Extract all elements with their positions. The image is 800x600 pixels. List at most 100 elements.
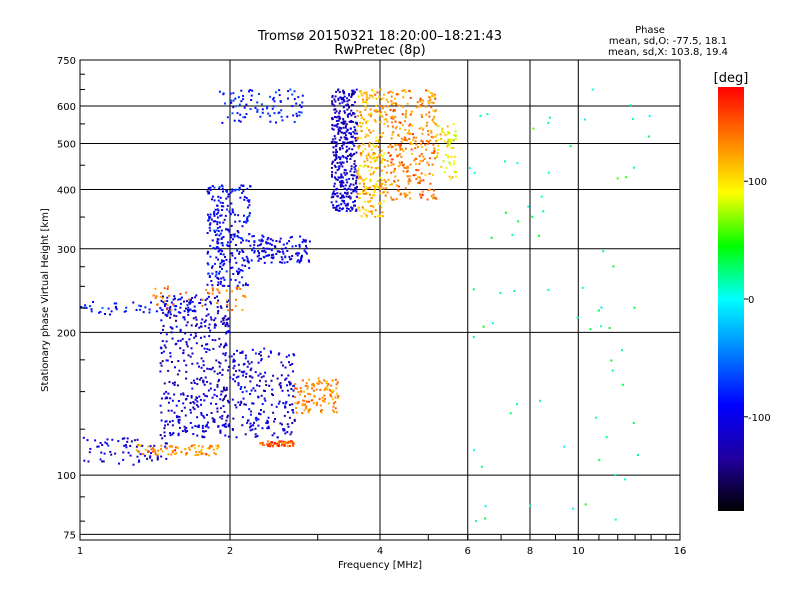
data-point [160,419,163,422]
data-point [295,411,298,414]
data-point [101,444,104,446]
data-point [176,373,179,376]
data-point [273,245,276,248]
data-point [375,183,378,186]
data-point [257,259,260,262]
data-point [267,416,270,419]
data-point [427,90,429,93]
data-point [211,417,214,420]
data-point [123,437,126,440]
data-point [372,129,375,132]
data-point [238,186,241,189]
data-point [447,138,450,141]
data-point [342,120,345,123]
data-point [224,342,227,345]
data-point [211,185,214,188]
data-point [271,107,274,110]
data-point [86,439,89,442]
data-point [189,333,192,336]
data-point [265,254,268,257]
data-point [293,121,296,123]
data-point [380,206,383,209]
data-point [201,318,204,321]
data-point [142,311,145,314]
data-point [236,284,239,287]
data-point [420,142,422,145]
data-point [259,379,261,382]
data-point [349,197,352,200]
data-point [381,107,384,110]
data-point [433,147,436,150]
data-point [331,138,334,141]
data-point [164,303,167,305]
data-point [262,410,265,413]
data-point [336,392,338,395]
data-point [342,121,345,124]
data-point [238,281,241,284]
data-point [246,365,249,368]
data-point [210,280,213,282]
data-point [323,397,326,400]
data-point [387,125,389,128]
data-point [356,192,359,195]
data-point [385,171,388,174]
data-point [137,451,140,453]
data-point [404,128,407,131]
data-point [333,98,336,101]
data-point [263,347,266,350]
data-point [213,452,216,455]
data-point [243,106,246,109]
data-point [304,384,307,387]
data-point [214,275,217,278]
data-point [379,201,382,204]
data-point [335,157,338,160]
data-point [179,292,182,295]
data-point [344,125,347,128]
data-point [228,331,231,334]
data-point [429,188,432,191]
data-point [241,257,244,260]
data-point [427,140,430,143]
data-point [381,115,384,118]
data-point [254,371,257,374]
data-point [185,300,188,303]
data-point [103,452,106,455]
data-point [279,384,282,387]
data-point [367,210,370,213]
data-point [336,195,339,198]
data-point [393,180,396,183]
data-point [405,112,407,115]
data-point [360,125,363,128]
data-point [305,405,308,408]
data-point [355,176,358,179]
data-point [226,305,228,308]
data-point [225,394,227,397]
data-point [207,272,210,275]
data-point [286,261,289,264]
data-point [167,401,170,404]
data-point [433,189,435,192]
data-point [248,375,251,378]
data-point [595,416,598,419]
data-point [336,125,339,128]
data-point [331,171,334,174]
data-point [246,284,249,287]
data-point [265,247,268,250]
data-point [348,154,351,157]
data-point [231,398,234,401]
data-point [249,393,252,395]
data-point [208,348,211,351]
data-point [258,254,261,257]
data-point [424,143,427,146]
data-point [277,250,280,253]
data-point [383,118,386,121]
data-point [529,504,532,507]
data-point [160,299,163,302]
data-point [375,167,378,170]
data-point [209,213,212,216]
data-point [339,197,342,199]
data-point [354,115,357,118]
data-point [115,302,118,305]
data-point [368,145,371,148]
